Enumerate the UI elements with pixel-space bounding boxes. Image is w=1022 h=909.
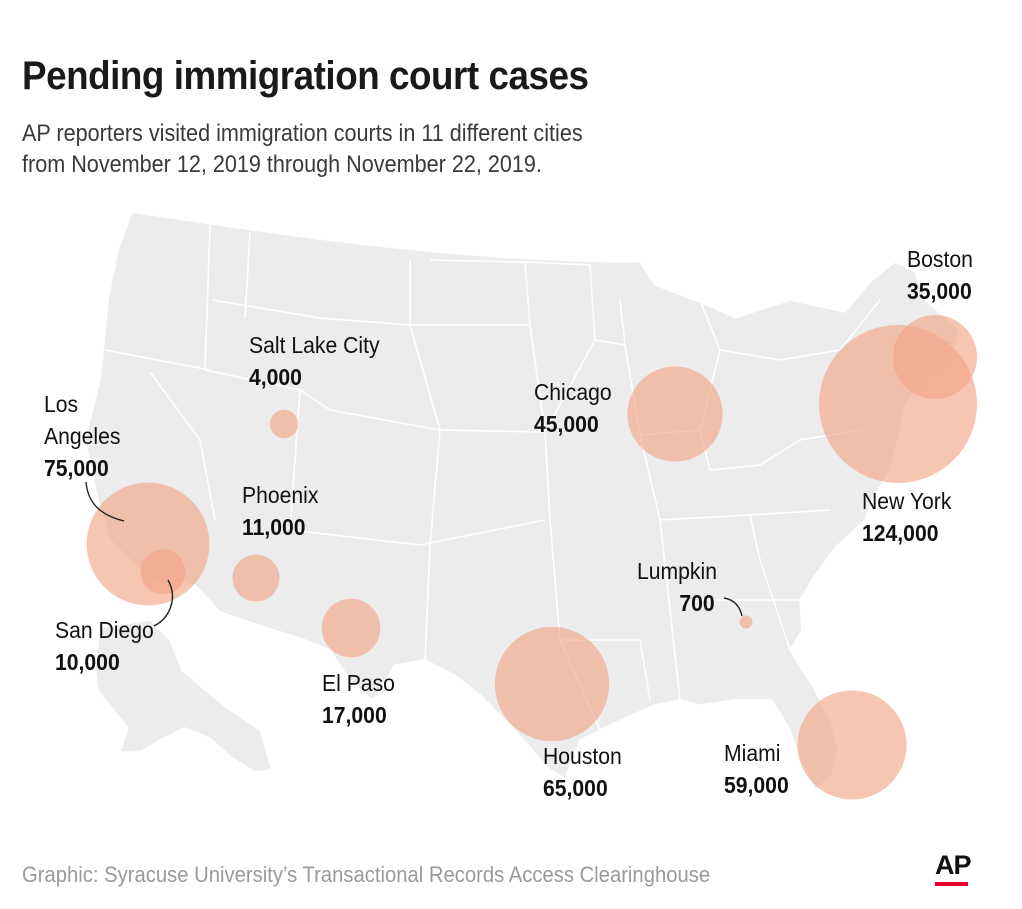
city-value-san-diego: 10,000 — [55, 649, 120, 675]
state-border-13 — [424, 429, 441, 661]
label-los-angeles: Los Angeles 75,000 — [44, 388, 120, 484]
city-name-los-angeles-line-2: Angeles — [44, 423, 121, 449]
city-value-miami: 59,000 — [724, 772, 789, 798]
city-name-miami: Miami — [724, 740, 781, 766]
ap-logo: AP — [935, 850, 972, 886]
state-border-4 — [244, 231, 251, 319]
label-salt-lake-city: Salt Lake City 4,000 — [249, 329, 380, 393]
state-border-1 — [204, 224, 211, 371]
city-name-san-diego: San Diego — [55, 617, 154, 643]
bubble-el-paso — [321, 598, 381, 658]
leader-line-los-angeles — [85, 481, 125, 522]
state-border-15 — [529, 324, 546, 433]
label-houston: Houston 65,000 — [543, 740, 622, 804]
label-lumpkin: Lumpkin 700 — [637, 555, 717, 619]
label-chicago: Chicago 45,000 — [534, 376, 612, 440]
state-border-5 — [149, 371, 216, 521]
state-border-10 — [410, 259, 531, 326]
city-name-new-york: New York — [862, 488, 952, 514]
leader-lines — [85, 481, 743, 627]
city-name-salt-lake-city: Salt Lake City — [249, 332, 380, 358]
label-boston: Boston 35,000 — [907, 243, 973, 307]
city-bubbles — [86, 315, 977, 800]
city-name-el-paso: El Paso — [322, 670, 395, 696]
city-name-houston: Houston — [543, 743, 622, 769]
state-border-2 — [104, 349, 211, 371]
city-value-new-york: 124,000 — [862, 520, 939, 546]
ap-logo-bar — [935, 882, 968, 886]
state-border-12 — [289, 519, 546, 546]
city-name-lumpkin: Lumpkin — [637, 558, 717, 584]
alaska-shape — [94, 619, 273, 773]
city-name-los-angeles-line-1: Los — [44, 391, 79, 417]
state-border-7 — [299, 389, 441, 431]
state-border-26 — [749, 509, 831, 516]
city-value-houston: 65,000 — [543, 775, 608, 801]
city-value-salt-lake-city: 4,000 — [249, 364, 302, 390]
city-value-el-paso: 17,000 — [322, 702, 387, 728]
bubble-boston — [893, 315, 977, 399]
bubble-chicago — [627, 366, 723, 462]
subtitle-line-1: AP reporters visited immigration courts … — [22, 120, 583, 147]
source-credit: Graphic: Syracuse University’s Transacti… — [22, 862, 711, 887]
city-value-los-angeles: 75,000 — [44, 455, 109, 481]
bubble-houston — [494, 626, 610, 742]
label-el-paso: El Paso 17,000 — [322, 667, 395, 731]
bubble-lumpkin — [739, 615, 753, 629]
page-title: Pending immigration court cases — [22, 54, 589, 98]
subtitle: AP reporters visited immigration courts … — [22, 118, 583, 180]
label-san-diego: San Diego 10,000 — [55, 614, 154, 678]
state-border-18 — [619, 299, 626, 346]
state-border-27 — [699, 299, 721, 351]
bubble-san-diego — [140, 549, 186, 595]
label-new-york: New York 124,000 — [862, 485, 951, 549]
state-border-3 — [211, 299, 321, 319]
subtitle-line-2: from November 12, 2019 through November … — [22, 151, 542, 178]
label-phoenix: Phoenix 11,000 — [242, 479, 318, 543]
state-border-16 — [524, 261, 596, 433]
bubble-phoenix — [232, 554, 280, 602]
leader-line-san-diego — [153, 579, 173, 627]
state-border-23 — [779, 299, 881, 361]
us-land — [84, 211, 961, 792]
leader-line-lumpkin — [723, 597, 743, 617]
bubble-miami — [797, 690, 907, 800]
label-miami: Miami 59,000 — [724, 737, 789, 801]
city-value-phoenix: 11,000 — [242, 514, 306, 540]
city-value-chicago: 45,000 — [534, 411, 599, 437]
state-border-11 — [439, 429, 546, 433]
state-border-19 — [659, 514, 791, 651]
contiguous-us-shape — [84, 211, 961, 792]
city-name-phoenix: Phoenix — [242, 482, 319, 508]
ap-logo-text: AP — [935, 850, 972, 880]
city-name-boston: Boston — [907, 246, 973, 272]
bubble-salt-lake-city — [269, 409, 299, 439]
city-name-chicago: Chicago — [534, 379, 612, 405]
city-value-boston: 35,000 — [907, 278, 972, 304]
city-value-lumpkin: 700 — [679, 590, 715, 616]
